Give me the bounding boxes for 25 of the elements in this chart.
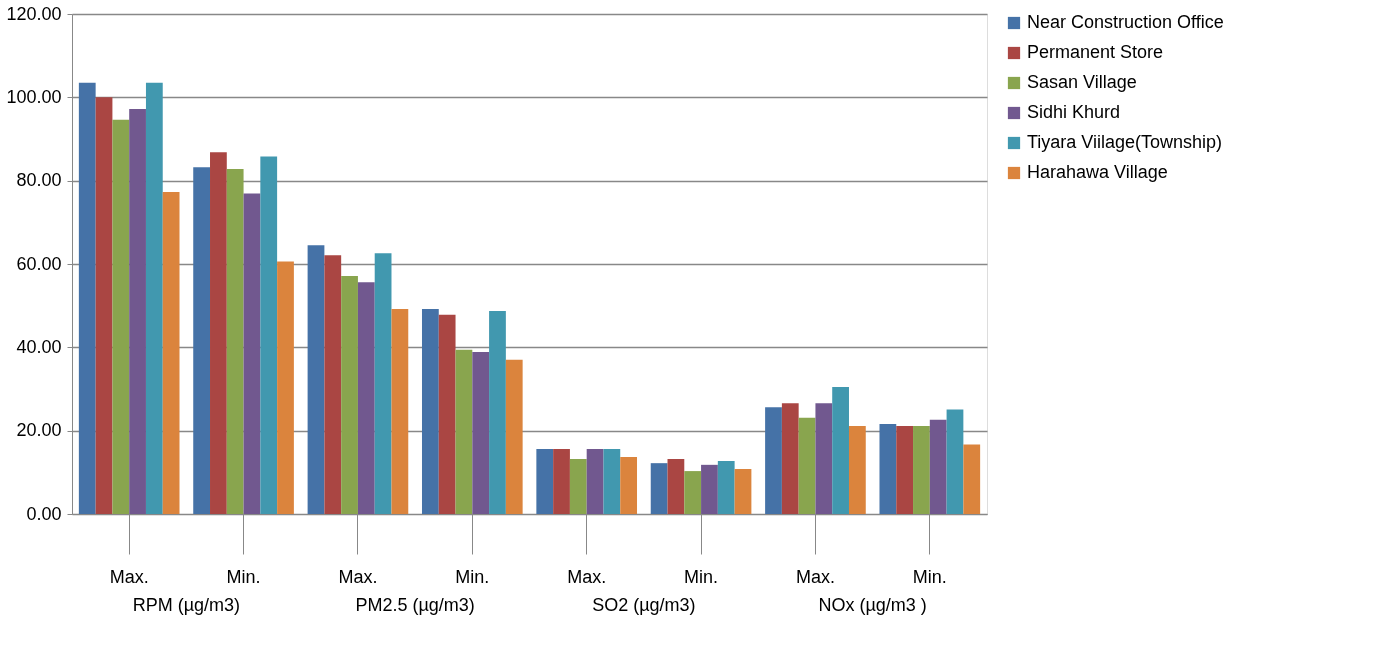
y-tick-label: 80.00 [16,170,62,191]
text: SO2 (µg/m3) [592,595,696,615]
legend-label: Near Construction Office [1027,12,1224,32]
x-tick-label: Max. [338,566,378,587]
text: PM2.5 (µg/m3) [355,595,475,615]
x-tick-label: Min. [226,566,261,587]
y-tick-label: 20.00 [16,420,62,441]
x-tick-label: Min. [684,566,719,587]
text: RPM (µg/m3) [132,595,241,615]
legend-label: Permanent Store [1027,42,1164,62]
x-tick-label: Min. [455,566,490,587]
legend-label: Tiyara Viilage(Township) [1027,132,1223,152]
y-tick-label: 100.00 [6,86,62,107]
y-tick-label: 120.00 [6,3,62,24]
legend-label: Harahawa Village [1027,162,1168,182]
x-tick-label: Max. [795,566,835,587]
y-tick-label: 60.00 [16,253,62,274]
x-tick-label: Max. [109,566,149,587]
text: NOx (µg/m3 ) [818,595,927,615]
legend-label: Sasan Village [1027,72,1137,92]
legend-label: Sidhi Khurd [1027,102,1121,122]
y-tick-label: 0.00 [26,503,62,524]
x-tick-label: Max. [567,566,607,587]
x-tick-label: Min. [912,566,947,587]
y-tick-label: 40.00 [16,336,62,357]
